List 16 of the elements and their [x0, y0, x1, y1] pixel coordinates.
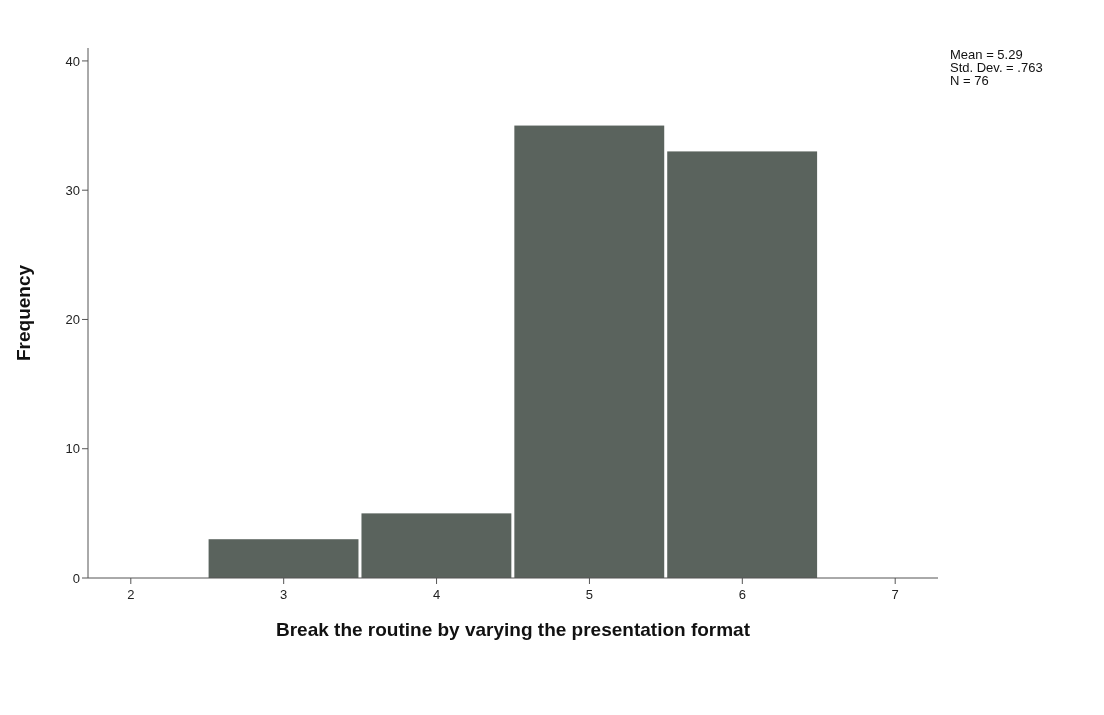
x-tick-label: 6 [738, 587, 746, 603]
x-tick-label: 5 [585, 587, 594, 603]
x-tick-label: 7 [891, 587, 899, 603]
text: Mean = 5.29 [950, 47, 1024, 62]
text: Std. Dev. = .763 [950, 60, 1043, 75]
y-tick-label: 20 [65, 312, 80, 328]
text: N = 76 [950, 73, 990, 88]
y-axis-title: Frequency [12, 264, 34, 362]
x-tick-label: 3 [280, 587, 288, 603]
y-tick-label: 40 [65, 53, 80, 69]
x-axis-title: Break the routine by varying the presentation format [275, 619, 751, 640]
x-tick-label: 2 [127, 587, 135, 603]
y-tick-label: 0 [72, 570, 80, 586]
y-tick-label: 10 [65, 441, 80, 457]
y-tick-label: 30 [65, 182, 80, 198]
x-tick-label: 4 [432, 587, 441, 603]
